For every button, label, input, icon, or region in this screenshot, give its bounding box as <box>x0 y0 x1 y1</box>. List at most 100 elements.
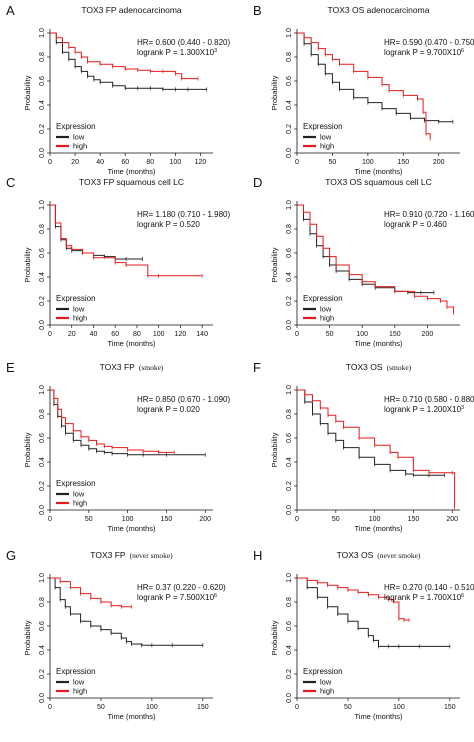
panel-letter: E <box>6 360 15 375</box>
x-tick-label: 140 <box>196 331 208 338</box>
y-tick-label: 1.0 <box>286 200 293 210</box>
y-tick-label: 0.8 <box>39 597 46 607</box>
chart-title-subgroup: (smoke) <box>139 363 164 372</box>
x-tick-label: 100 <box>393 704 405 711</box>
x-tick-label: 0 <box>295 704 299 711</box>
km-curve-low <box>297 32 453 123</box>
logrank-p-exponent: 3 <box>461 405 464 411</box>
legend-label-low: low <box>73 305 85 314</box>
chart-title-main: TOX3 FP <box>90 550 126 560</box>
x-tick-label: 100 <box>122 516 134 523</box>
y-tick-label: 0.8 <box>39 224 46 234</box>
logrank-p-base: logrank P = 9.700X10 <box>384 48 462 57</box>
legend-title: Expression <box>303 667 343 676</box>
chart-title: TOX3 FP adenocarcinoma <box>81 5 182 15</box>
y-tick-label: 1.0 <box>286 573 293 583</box>
logrank-p: logrank P = 0.520 <box>137 220 200 229</box>
x-tick-label: 50 <box>344 704 352 711</box>
y-tick-label: 0.0 <box>39 505 46 515</box>
y-tick-label: 0.8 <box>286 597 293 607</box>
legend-label-low: low <box>320 305 332 314</box>
legend-label-low: low <box>320 133 332 142</box>
x-tick-label: 120 <box>175 331 187 338</box>
logrank-p: logrank P = 0.460 <box>384 220 447 229</box>
y-axis-label: Probability <box>270 75 279 110</box>
x-tick-label: 150 <box>197 704 209 711</box>
x-tick-label: 150 <box>444 704 456 711</box>
legend-title: Expression <box>56 667 96 676</box>
legend-title: Expression <box>303 122 343 131</box>
x-tick-label: 200 <box>446 516 458 523</box>
km-panel-f: F TOX3 OS (smoke) 0.0 0.2 0.4 0.6 0.8 1.0 0 50 100 1… <box>253 360 474 533</box>
chart-title-main: TOX3 OS adenocarcinoma <box>328 5 430 15</box>
hazard-ratio: HR= 0.600 (0.440 - 0.820) <box>137 38 231 47</box>
km-curve-low <box>297 577 450 647</box>
hazard-ratio: HR= 0.910 (0.720 - 1.160) <box>384 210 474 219</box>
x-axis-label: Time (months) <box>107 712 156 721</box>
legend-label-high: high <box>73 314 87 323</box>
x-axis-label: Time (months) <box>354 524 403 533</box>
km-panel-b: B TOX3 OS adenocarcinoma 0.0 0.2 0.4 0.6 0.8 1.… <box>253 3 474 176</box>
y-tick-label: 0.0 <box>286 320 293 330</box>
chart-title: TOX3 OS (never smoke) <box>337 550 421 560</box>
legend-label-low: low <box>320 678 332 687</box>
logrank-p-exponent: 3 <box>214 48 217 54</box>
logrank-p-exponent: 6 <box>214 593 217 599</box>
legend-label-high: high <box>73 499 87 508</box>
y-tick-label: 0.2 <box>286 669 293 679</box>
panel-letter: C <box>6 175 15 190</box>
logrank-p: logrank P = 1.200X103 <box>384 405 464 414</box>
x-tick-label: 100 <box>356 331 368 338</box>
logrank-p-base: logrank P = 1.200X10 <box>384 405 462 414</box>
y-tick-label: 0.2 <box>39 296 46 306</box>
x-tick-label: 150 <box>389 331 401 338</box>
legend-label-low: low <box>73 133 85 142</box>
y-tick-label: 0.4 <box>39 457 46 467</box>
legend-label-low: low <box>73 678 85 687</box>
panel-letter: A <box>6 3 15 18</box>
km-curve-high <box>297 389 456 508</box>
logrank-p-exponent: 6 <box>461 593 464 599</box>
y-tick-label: 0.0 <box>286 505 293 515</box>
y-tick-label: 0.6 <box>286 248 293 258</box>
y-tick-label: 0.6 <box>39 248 46 258</box>
y-tick-label: 0.8 <box>39 409 46 419</box>
km-curve-high <box>297 32 431 139</box>
chart-title-subgroup: (never smoke) <box>377 551 421 560</box>
logrank-p: logrank P = 1.700X106 <box>384 593 464 602</box>
x-tick-label: 100 <box>153 331 165 338</box>
chart-title-subgroup: (smoke) <box>387 363 412 372</box>
logrank-p-base: logrank P = 1.700X10 <box>384 593 462 602</box>
x-tick-label: 200 <box>433 159 445 166</box>
y-tick-label: 0.6 <box>286 621 293 631</box>
logrank-p-base: logrank P = 0.520 <box>137 220 200 229</box>
y-axis-label: Probability <box>23 620 32 655</box>
x-tick-label: 60 <box>121 159 129 166</box>
x-tick-label: 80 <box>133 331 141 338</box>
y-tick-label: 0.6 <box>39 621 46 631</box>
y-tick-label: 0.4 <box>39 100 46 110</box>
legend-label-high: high <box>73 142 87 151</box>
x-tick-label: 50 <box>329 159 337 166</box>
y-axis-label: Probability <box>23 247 32 282</box>
km-panel-h: H TOX3 OS (never smoke) 0.0 0.2 0.4 0.6 0.8 1.0 0… <box>253 548 474 721</box>
chart-title-main: TOX3 FP <box>100 362 136 372</box>
y-tick-label: 0.8 <box>286 409 293 419</box>
logrank-p-exponent: 6 <box>461 48 464 54</box>
y-tick-label: 0.4 <box>39 272 46 282</box>
legend-title: Expression <box>56 122 96 131</box>
x-tick-label: 0 <box>295 331 299 338</box>
x-axis-label: Time (months) <box>354 339 403 348</box>
chart-title-main: TOX3 OS <box>346 362 383 372</box>
x-tick-label: 50 <box>97 704 105 711</box>
x-tick-label: 150 <box>408 516 420 523</box>
y-axis-label: Probability <box>270 432 279 467</box>
x-tick-label: 0 <box>48 159 52 166</box>
x-tick-label: 100 <box>146 704 158 711</box>
x-tick-label: 40 <box>96 159 104 166</box>
legend-title: Expression <box>56 479 96 488</box>
chart-title: TOX3 FP squamous cell LC <box>79 177 184 187</box>
